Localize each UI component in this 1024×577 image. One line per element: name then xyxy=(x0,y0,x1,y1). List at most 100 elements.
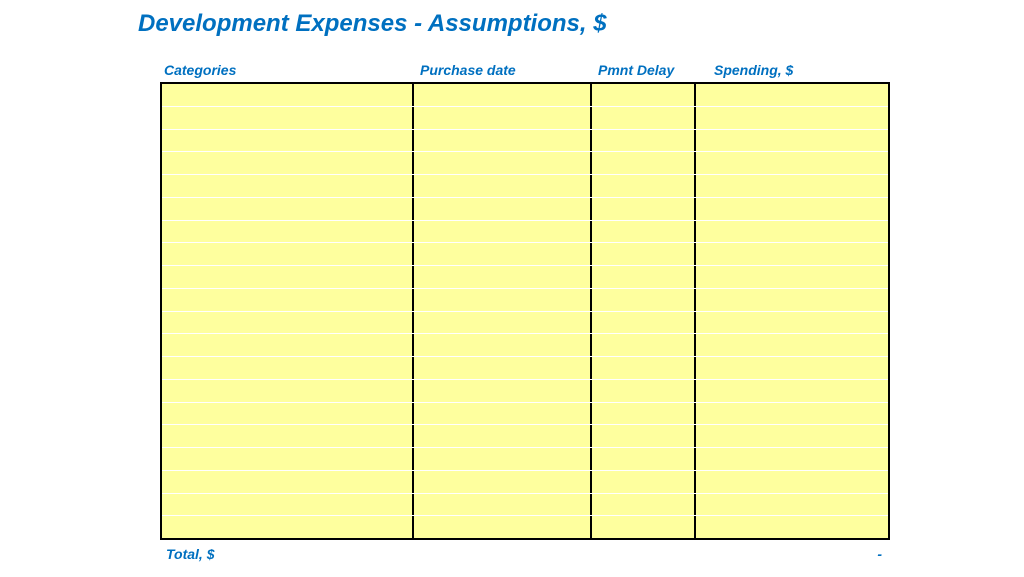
table-row xyxy=(162,425,888,448)
table-cell[interactable] xyxy=(414,289,592,311)
table-cell[interactable] xyxy=(592,130,696,152)
table-cell[interactable] xyxy=(696,289,888,311)
table-cell[interactable] xyxy=(696,198,888,220)
table-cell[interactable] xyxy=(414,130,592,152)
table-cell[interactable] xyxy=(162,289,414,311)
table-cell[interactable] xyxy=(162,312,414,334)
table-cell[interactable] xyxy=(414,494,592,516)
table-cell[interactable] xyxy=(592,152,696,174)
table-cell[interactable] xyxy=(696,152,888,174)
table-cell[interactable] xyxy=(696,403,888,425)
table-cell[interactable] xyxy=(162,334,414,356)
table-cell[interactable] xyxy=(414,471,592,493)
table-cell[interactable] xyxy=(414,221,592,243)
table-cell[interactable] xyxy=(592,312,696,334)
table-grid xyxy=(160,82,890,540)
table-cell[interactable] xyxy=(162,152,414,174)
table-cell[interactable] xyxy=(162,516,414,538)
table-cell[interactable] xyxy=(592,448,696,470)
table-row xyxy=(162,175,888,198)
expenses-table: Categories Purchase date Pmnt Delay Spen… xyxy=(160,62,890,562)
table-cell[interactable] xyxy=(414,243,592,265)
table-row xyxy=(162,312,888,335)
table-cell[interactable] xyxy=(592,243,696,265)
table-cell[interactable] xyxy=(592,107,696,129)
table-cell[interactable] xyxy=(162,357,414,379)
table-cell[interactable] xyxy=(162,380,414,402)
table-row xyxy=(162,243,888,266)
table-row xyxy=(162,494,888,517)
table-cell[interactable] xyxy=(162,243,414,265)
table-cell[interactable] xyxy=(696,266,888,288)
table-cell[interactable] xyxy=(696,221,888,243)
table-cell[interactable] xyxy=(414,198,592,220)
table-cell[interactable] xyxy=(162,130,414,152)
table-cell[interactable] xyxy=(592,516,696,538)
table-cell[interactable] xyxy=(162,471,414,493)
table-row xyxy=(162,380,888,403)
table-row xyxy=(162,448,888,471)
table-cell[interactable] xyxy=(162,198,414,220)
table-cell[interactable] xyxy=(592,425,696,447)
table-cell[interactable] xyxy=(414,403,592,425)
table-cell[interactable] xyxy=(162,266,414,288)
table-cell[interactable] xyxy=(592,175,696,197)
table-cell[interactable] xyxy=(162,494,414,516)
table-cell[interactable] xyxy=(414,425,592,447)
table-cell[interactable] xyxy=(696,357,888,379)
table-cell[interactable] xyxy=(696,494,888,516)
table-cell[interactable] xyxy=(696,243,888,265)
table-row xyxy=(162,84,888,107)
table-cell[interactable] xyxy=(696,334,888,356)
table-cell[interactable] xyxy=(414,107,592,129)
table-row xyxy=(162,152,888,175)
table-cell[interactable] xyxy=(592,84,696,106)
table-cell[interactable] xyxy=(162,84,414,106)
table-cell[interactable] xyxy=(414,84,592,106)
table-cell[interactable] xyxy=(696,471,888,493)
table-cell[interactable] xyxy=(696,84,888,106)
header-purchase-date: Purchase date xyxy=(416,62,594,78)
table-row xyxy=(162,266,888,289)
table-cell[interactable] xyxy=(592,403,696,425)
table-cell[interactable] xyxy=(592,221,696,243)
table-cell[interactable] xyxy=(414,380,592,402)
table-cell[interactable] xyxy=(592,380,696,402)
table-cell[interactable] xyxy=(414,152,592,174)
table-cell[interactable] xyxy=(696,130,888,152)
header-pmnt-delay: Pmnt Delay xyxy=(594,62,698,78)
table-row xyxy=(162,357,888,380)
table-cell[interactable] xyxy=(592,357,696,379)
table-cell[interactable] xyxy=(414,357,592,379)
table-cell[interactable] xyxy=(696,448,888,470)
total-value: - xyxy=(877,546,882,562)
table-cell[interactable] xyxy=(414,448,592,470)
table-cell[interactable] xyxy=(592,494,696,516)
table-cell[interactable] xyxy=(592,471,696,493)
table-row xyxy=(162,403,888,426)
table-cell[interactable] xyxy=(696,175,888,197)
table-cell[interactable] xyxy=(414,312,592,334)
table-cell[interactable] xyxy=(696,380,888,402)
table-cell[interactable] xyxy=(414,334,592,356)
table-row xyxy=(162,516,888,538)
table-row xyxy=(162,221,888,244)
table-cell[interactable] xyxy=(162,175,414,197)
table-cell[interactable] xyxy=(592,289,696,311)
table-cell[interactable] xyxy=(592,198,696,220)
table-cell[interactable] xyxy=(162,448,414,470)
table-cell[interactable] xyxy=(162,403,414,425)
table-cell[interactable] xyxy=(696,516,888,538)
table-cell[interactable] xyxy=(162,107,414,129)
table-cell[interactable] xyxy=(162,425,414,447)
table-cell[interactable] xyxy=(414,175,592,197)
table-cell[interactable] xyxy=(162,221,414,243)
table-cell[interactable] xyxy=(592,266,696,288)
table-cell[interactable] xyxy=(592,334,696,356)
table-cell[interactable] xyxy=(696,312,888,334)
table-cell[interactable] xyxy=(414,516,592,538)
table-cell[interactable] xyxy=(696,425,888,447)
table-row xyxy=(162,198,888,221)
table-cell[interactable] xyxy=(414,266,592,288)
table-cell[interactable] xyxy=(696,107,888,129)
